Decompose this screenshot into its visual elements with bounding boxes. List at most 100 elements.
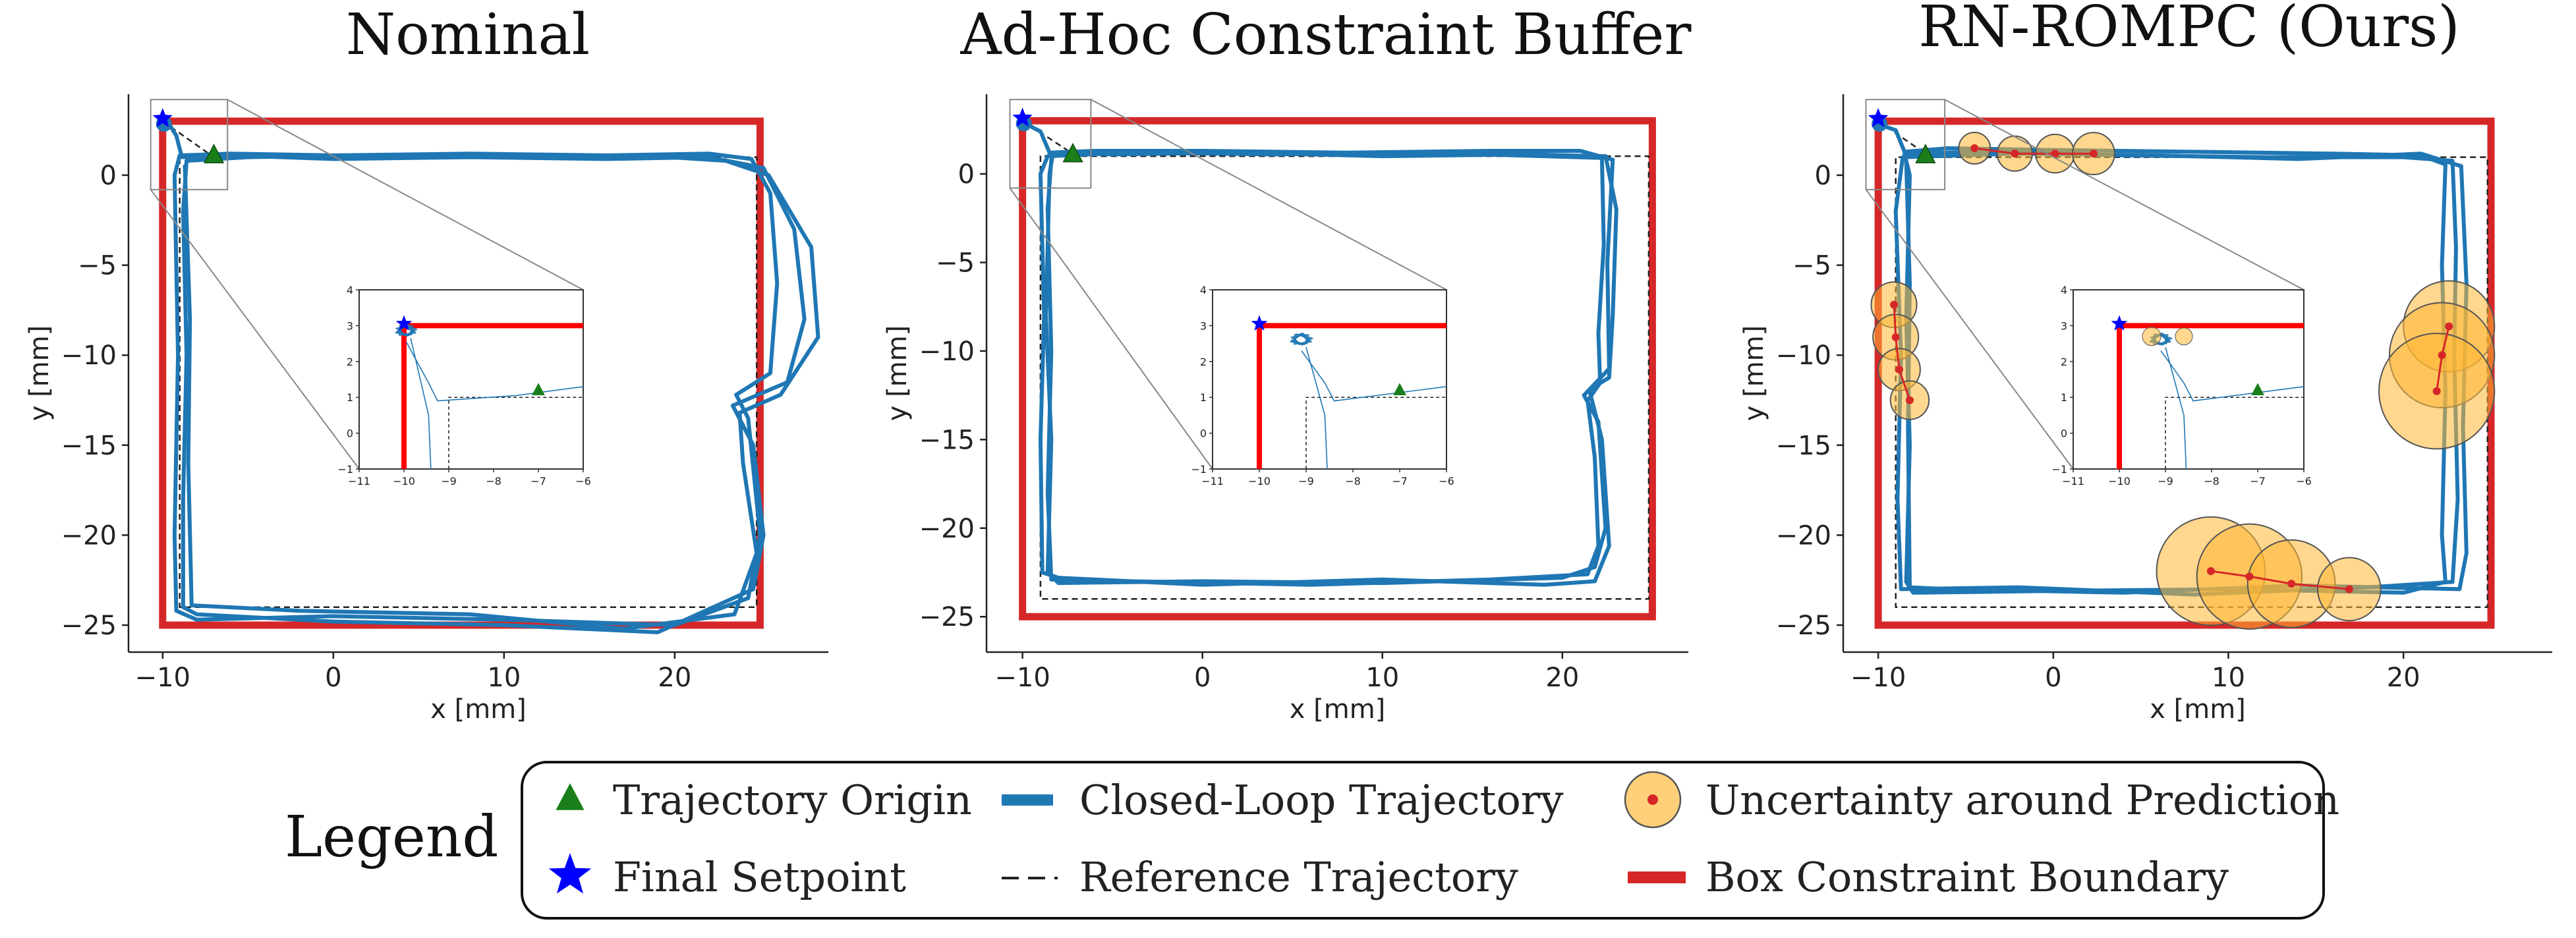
inset-x-tick-label: −7	[2250, 475, 2266, 487]
closed-loop-trajectory-lap-1	[160, 119, 780, 627]
closed-loop-trajectory-lap-2	[177, 153, 807, 634]
x-tick-label: −10	[135, 663, 190, 693]
legend-item-label: Closed-Loop Trajectory	[1079, 776, 1563, 824]
y-axis-label: y [mm]	[24, 325, 55, 422]
final-setpoint-marker	[1868, 108, 1889, 127]
inset-reference-trajectory	[2165, 397, 2304, 469]
y-axis-label: y [mm]	[1739, 325, 1769, 422]
y-tick-label: −25	[1776, 611, 1831, 641]
prediction-point	[2011, 150, 2019, 158]
prediction-point	[2345, 585, 2353, 593]
inset-y-tick-label: 1	[1200, 391, 1207, 404]
prediction-point	[1895, 366, 1904, 374]
y-tick-label: 0	[1815, 161, 1831, 191]
prediction-point	[2287, 580, 2296, 588]
inset-x-tick-label: −7	[530, 475, 546, 487]
panel-2: Ad-Hoc Constraint Buffer−10 0 10 200−5−10−1…	[882, 2, 1692, 725]
inset-x-tick-label: −8	[486, 475, 501, 487]
prediction-point	[1970, 144, 1979, 152]
inset-x-tick-label: −10	[2108, 475, 2131, 487]
zoom-region-box	[1865, 99, 1946, 190]
legend-item: Reference Trajectory	[1002, 853, 1518, 901]
closed-loop-trajectory-lap-3	[183, 153, 820, 631]
y-tick-label: −10	[1776, 341, 1831, 371]
inset-x-tick-label: −6	[1439, 475, 1454, 487]
legend-constraint-icon	[1628, 871, 1686, 883]
zoom-region-box	[150, 99, 229, 190]
zoom-connector	[1090, 99, 1447, 290]
inset-x-tick-label: −6	[2296, 475, 2312, 487]
inset-frame	[358, 289, 584, 470]
x-axis-label: x [mm]	[1290, 694, 1386, 725]
inset-x-tick-label: −8	[1345, 475, 1361, 487]
legend-line-icon	[1002, 794, 1053, 806]
inset-frame	[1212, 289, 1447, 470]
prediction-point	[2089, 150, 2098, 158]
inset-reference-trajectory	[448, 397, 583, 469]
inset-x-tick-label: −10	[1248, 475, 1271, 487]
inset-origin-marker	[1393, 383, 1406, 396]
inset-reference-trajectory	[1305, 397, 1446, 469]
closed-loop-trajectory-lap-3	[1045, 150, 1606, 587]
y-tick-label: 0	[100, 161, 117, 191]
prediction-point	[2051, 150, 2059, 158]
zoom-connector	[1944, 99, 2304, 290]
prediction-point	[2432, 387, 2441, 395]
y-tick-label: −5	[78, 251, 117, 281]
zoom-connector	[227, 99, 584, 290]
x-tick-label: 0	[1194, 663, 1211, 693]
inset-x-tick-label: −9	[1298, 475, 1314, 487]
zoom-connector	[1865, 189, 2074, 470]
y-tick-label: −15	[919, 425, 975, 455]
inset-y-tick-label: −1	[1191, 463, 1207, 476]
uncertainty-cluster-1	[1958, 132, 2115, 176]
x-tick-label: 10	[487, 663, 521, 693]
inset-y-tick-label: 3	[347, 319, 353, 332]
box-constraint-boundary	[1019, 117, 1656, 621]
final-setpoint-marker	[1012, 107, 1033, 127]
inset-closed-loop-trajectory	[410, 338, 432, 470]
chart-title: RN-ROMPC (Ours)	[1918, 0, 2460, 60]
x-tick-label: 10	[1365, 663, 1399, 693]
y-tick-label: −10	[61, 341, 117, 371]
legend-prediction-dot-icon	[1647, 794, 1658, 805]
y-tick-label: −25	[61, 611, 117, 641]
inset-y-tick-label: 4	[2061, 284, 2067, 296]
y-tick-label: −5	[1792, 251, 1831, 281]
inset-frame	[2073, 289, 2304, 470]
inset-x-tick-label: −9	[2158, 475, 2173, 487]
x-tick-label: 0	[325, 663, 341, 693]
prediction-line	[1974, 147, 2094, 155]
inset-x-tick-label: −8	[2204, 475, 2219, 487]
panel-3: RN-ROMPC (Ours)−10 0 10 200−5−10−15−20−25x …	[1739, 0, 2552, 725]
inset-origin-marker	[532, 383, 545, 396]
prediction-point	[2245, 572, 2254, 581]
inset-y-tick-label: 1	[347, 391, 353, 404]
trajectory-origin-marker	[1062, 142, 1083, 163]
inset-closed-loop-trajectory	[2165, 346, 2187, 470]
y-tick-label: 0	[958, 159, 975, 190]
closed-loop-trajectory-lap-3	[1901, 152, 2469, 595]
prediction-point	[1905, 396, 1914, 404]
inset-uncertainty-circle	[2142, 327, 2161, 346]
inset-y-tick-label: 2	[1200, 356, 1207, 368]
y-tick-label: −10	[919, 337, 975, 367]
zoom-region-box	[1009, 99, 1092, 189]
legend-item-label: Reference Trajectory	[1079, 853, 1518, 901]
chart-title: Nominal	[346, 2, 590, 68]
inset-y-tick-label: −1	[337, 463, 353, 476]
y-tick-label: −20	[919, 514, 975, 544]
inset-x-tick-label: −7	[1392, 475, 1408, 487]
prediction-point	[2445, 322, 2453, 331]
inset-uncertainty-circle	[2175, 327, 2193, 346]
legend-item: Uncertainty around Prediction	[1624, 771, 2339, 829]
legend-item: Closed-Loop Trajectory	[1002, 776, 1563, 824]
final-setpoint-marker	[152, 108, 173, 127]
inset-x-tick-label: −9	[441, 475, 457, 487]
inset-y-tick-label: 4	[1200, 284, 1207, 296]
x-tick-label: 20	[2387, 663, 2420, 693]
inset-settling-trajectory	[1289, 332, 1314, 346]
y-tick-label: −20	[1776, 520, 1831, 551]
inset-y-tick-label: 3	[2061, 319, 2067, 332]
